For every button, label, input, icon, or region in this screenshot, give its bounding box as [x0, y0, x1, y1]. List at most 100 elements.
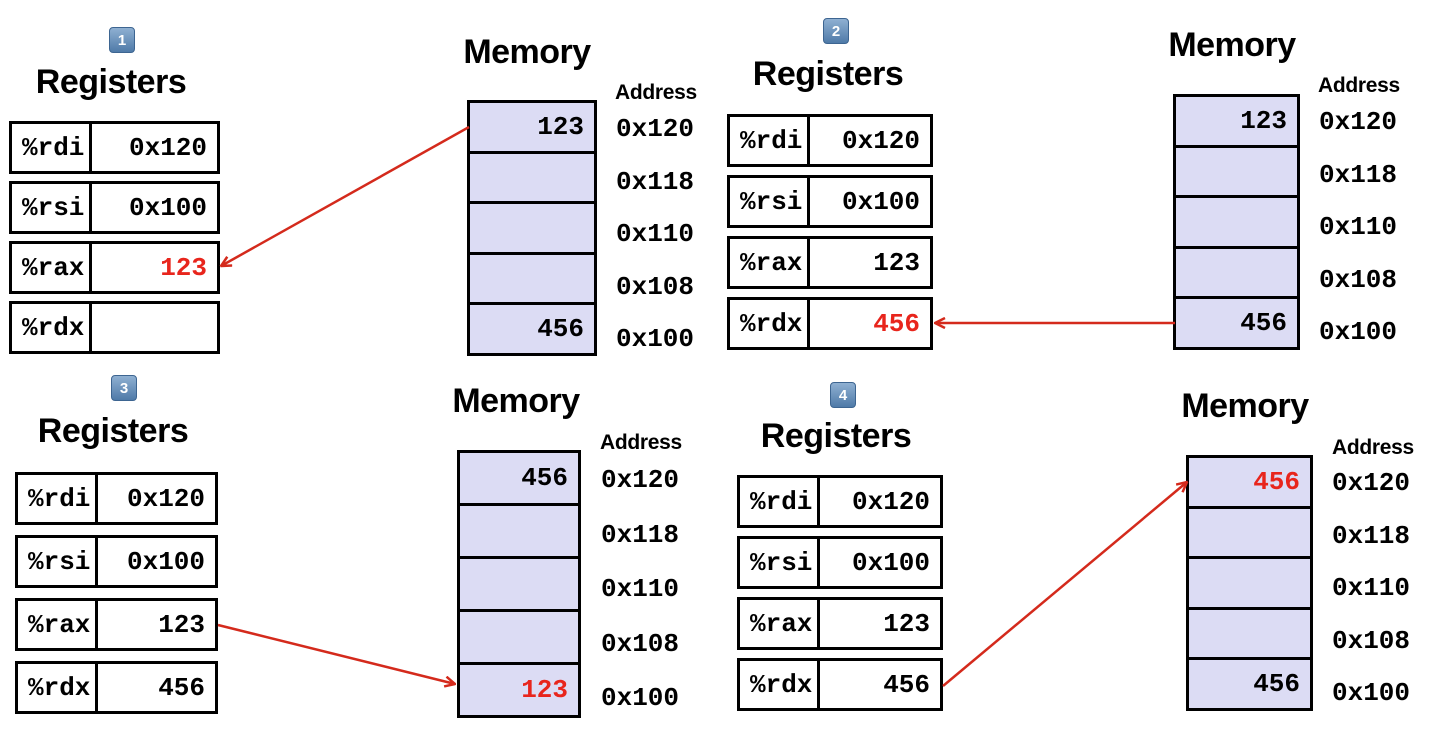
register-value: 0x120: [851, 486, 930, 517]
address-label: 0x118: [601, 519, 680, 550]
register-name: %rdx: [730, 300, 810, 347]
address-label: 0x120: [1319, 107, 1398, 138]
memory-cell: [460, 506, 578, 559]
register-value: 123: [158, 609, 205, 640]
step-badge: 2: [823, 18, 849, 44]
memory-cell: [470, 204, 594, 255]
register-rsi: %rsi 0x100: [727, 175, 933, 228]
register-rdx: %rdx 456: [737, 658, 943, 711]
register-name: %rsi: [730, 178, 810, 225]
address-heading: Address: [600, 431, 682, 454]
address-label: 0x110: [1319, 212, 1398, 243]
step-badge: 1: [109, 27, 135, 53]
memory-cell: [1189, 508, 1310, 559]
address-label: 0x100: [601, 683, 680, 714]
register-rdi: %rdi 0x120: [15, 472, 218, 525]
memory-cell: [1176, 198, 1297, 249]
memory-heading: Memory: [452, 382, 580, 420]
address-heading: Address: [1318, 74, 1400, 97]
memory-cell: [1176, 248, 1297, 299]
memory-heading: Memory: [1168, 26, 1296, 64]
register-value: 456: [883, 669, 930, 700]
address-label: 0x100: [1332, 678, 1411, 709]
register-rsi: %rsi 0x100: [9, 181, 220, 234]
register-name: %rdi: [18, 475, 98, 522]
memory-cell: [1176, 147, 1297, 198]
memory-column: 123 456: [467, 100, 597, 356]
register-name: %rsi: [18, 538, 98, 585]
register-rax: %rax 123: [737, 597, 943, 650]
register-rax: %rax 123: [15, 598, 218, 651]
memory-heading: Memory: [1181, 387, 1309, 425]
register-value: 123: [873, 247, 920, 278]
register-name: %rdi: [730, 117, 810, 164]
register-rdx: %rdx 456: [15, 661, 218, 714]
register-value: 0x100: [851, 547, 930, 578]
address-label: 0x118: [1319, 159, 1398, 190]
memory-cell: [470, 153, 594, 204]
register-value: 123: [883, 608, 930, 639]
address-list: 0x120 0x118 0x110 0x108 0x100: [616, 103, 694, 366]
register-value: 456: [158, 672, 205, 703]
register-value: 0x120: [841, 125, 920, 156]
register-value: 0x120: [128, 132, 207, 163]
register-value: 0x100: [841, 186, 920, 217]
registers-heading: Registers: [760, 417, 912, 455]
memory-cell: [470, 254, 594, 305]
arrow-store-rax: [217, 623, 455, 684]
register-rdi: %rdi 0x120: [737, 475, 943, 528]
register-name: %rsi: [12, 184, 92, 231]
register-rdx: %rdx: [9, 301, 220, 354]
registers-heading: Registers: [752, 55, 904, 93]
memory-cell: 123: [1176, 97, 1297, 148]
address-label: 0x110: [601, 574, 680, 605]
register-rax: %rax 123: [727, 236, 933, 289]
address-label: 0x120: [616, 114, 695, 145]
register-rsi: %rsi 0x100: [15, 535, 218, 588]
memory-column: 456 123: [457, 450, 581, 718]
register-value: 0x100: [128, 192, 207, 223]
address-label: 0x100: [1319, 317, 1398, 348]
register-rsi: %rsi 0x100: [737, 536, 943, 589]
address-list: 0x120 0x118 0x110 0x108 0x100: [601, 453, 679, 726]
memory-cell: 456: [1189, 458, 1310, 509]
register-rdi: %rdi 0x120: [727, 114, 933, 167]
memory-cell: 456: [1176, 299, 1297, 350]
register-name: %rax: [740, 600, 820, 647]
address-label: 0x110: [616, 219, 695, 250]
register-value: 123: [160, 252, 207, 283]
address-heading: Address: [1332, 436, 1414, 459]
address-label: 0x100: [616, 324, 695, 355]
register-rdi: %rdi 0x120: [9, 121, 220, 174]
register-name: %rax: [730, 239, 810, 286]
memory-cell: [1189, 559, 1310, 610]
register-rax: %rax 123: [9, 241, 220, 294]
registers-heading: Registers: [37, 412, 189, 450]
address-label: 0x110: [1332, 573, 1411, 604]
memory-heading: Memory: [463, 33, 591, 71]
register-rdx: %rdx 456: [727, 297, 933, 350]
address-label: 0x108: [601, 628, 680, 659]
memory-column: 123 456: [1173, 94, 1300, 350]
address-list: 0x120 0x118 0x110 0x108 0x100: [1319, 96, 1397, 359]
register-value: 456: [873, 308, 920, 339]
address-label: 0x108: [616, 271, 695, 302]
memory-cell: 456: [1189, 660, 1310, 711]
register-name: %rdi: [740, 478, 820, 525]
register-name: %rax: [12, 244, 92, 291]
address-label: 0x108: [1319, 264, 1398, 295]
memory-cell: 123: [470, 103, 594, 154]
register-value: 0x100: [126, 546, 205, 577]
memory-column: 456 456: [1186, 455, 1313, 711]
memory-cell: [1189, 609, 1310, 660]
arrow-load-rax: [221, 125, 470, 266]
step-badge: 4: [830, 382, 856, 408]
register-name: %rax: [18, 601, 98, 648]
memory-cell: [460, 612, 578, 665]
arrow-store-rdx: [942, 482, 1187, 687]
memory-cell: [460, 559, 578, 612]
memory-cell: 456: [470, 305, 594, 356]
registers-heading: Registers: [35, 63, 187, 101]
address-list: 0x120 0x118 0x110 0x108 0x100: [1332, 457, 1410, 720]
